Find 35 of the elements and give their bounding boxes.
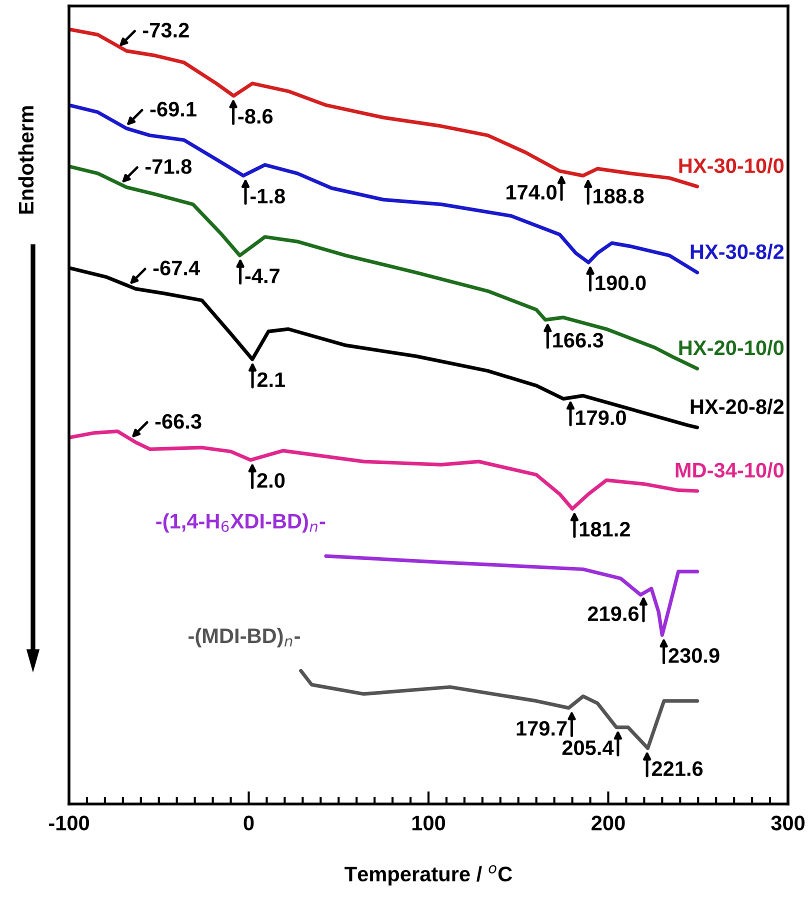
annotation: -67.4 (153, 260, 200, 276)
series-label: -(MDI-BD)$_{n}$- (188, 628, 300, 648)
x-tick-label: 0 (244, 816, 254, 830)
annotation: 179.7 (516, 720, 567, 736)
x-tick-label: 100 (412, 816, 446, 830)
series-label: -(1,4-H$_{6}$XDI-BD)$_{n}$- (156, 513, 326, 533)
annotation: 190.0 (596, 276, 646, 290)
annotation: -4.7 (245, 268, 280, 284)
series-label: HX-20-8/2 (690, 398, 784, 414)
series-label: HX-20-10/0 (679, 340, 784, 356)
series-label: HX-30-10/0 (679, 158, 784, 174)
annotation: 219.6 (588, 606, 639, 622)
annotation: -69.1 (150, 102, 196, 117)
annotation: -66.3 (155, 414, 202, 429)
annotation: -73.2 (142, 22, 189, 38)
annotation: 188.8 (594, 188, 644, 204)
y-axis-title: Endotherm (18, 106, 34, 214)
x-axis-title: Temperature / $^{o}$C (344, 865, 512, 886)
annotation: -71.8 (146, 159, 192, 174)
annotation: 174.0 (506, 184, 556, 200)
annotation: 230.9 (668, 648, 720, 663)
annotation: 2.0 (257, 473, 285, 488)
annotation: -1.8 (250, 188, 285, 204)
annotation: 179.0 (576, 410, 626, 426)
x-tick-label: 300 (771, 816, 805, 830)
annotation: 2.1 (257, 372, 286, 387)
series-label: HX-30-8/2 (690, 244, 784, 260)
series-label: MD-34-10/0 (676, 462, 784, 478)
x-tick-label: -100 (48, 816, 89, 830)
annotation: 221.6 (652, 761, 703, 776)
annotation: 166.3 (553, 332, 604, 348)
x-tick-label: 200 (592, 816, 625, 830)
annotation: 181.2 (580, 522, 630, 537)
annotation: 205.4 (562, 740, 614, 756)
annotation: -8.6 (238, 108, 273, 124)
